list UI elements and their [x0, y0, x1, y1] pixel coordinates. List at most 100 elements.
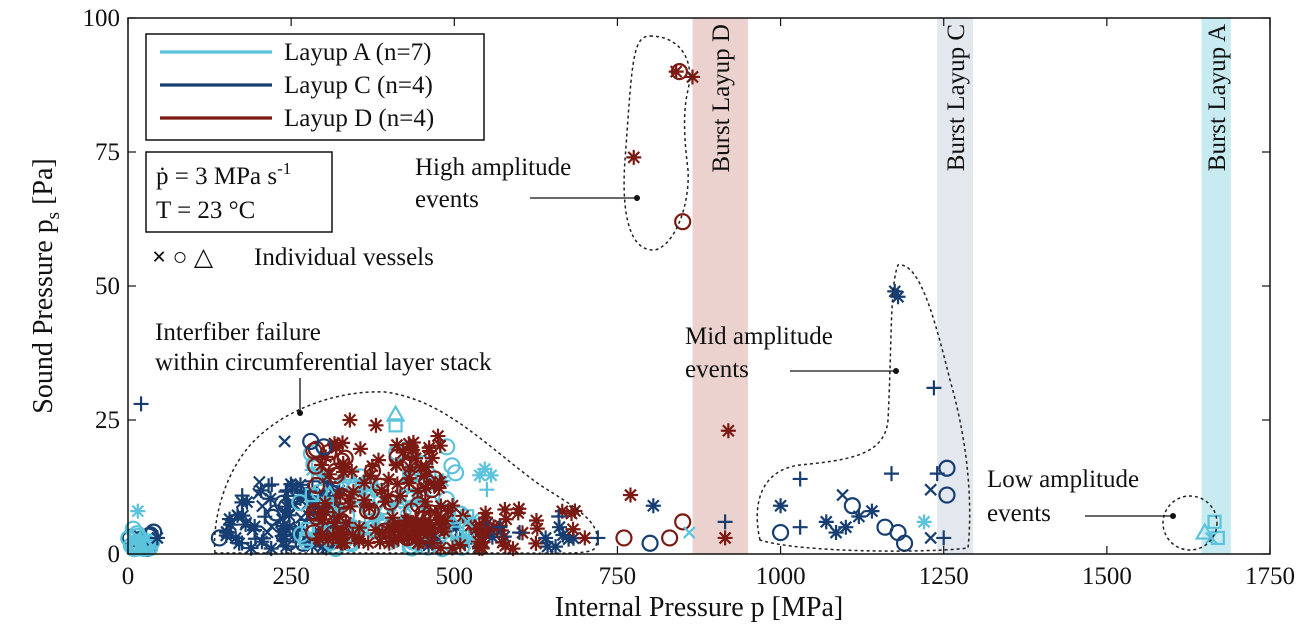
data-point-316 — [372, 534, 388, 550]
data-point-39 — [281, 507, 297, 523]
data-point-349 — [402, 459, 418, 475]
data-point-535 — [936, 530, 952, 546]
data-point-466 — [431, 515, 447, 531]
data-point-48 — [252, 487, 265, 501]
data-point-510 — [551, 508, 567, 524]
data-point-379 — [345, 527, 361, 543]
annotation-high-leader-dot — [634, 195, 640, 201]
data-point-546 — [577, 530, 593, 546]
data-point-223 — [461, 531, 477, 547]
data-point-415 — [403, 502, 421, 520]
data-point-390 — [312, 531, 328, 547]
data-point-543 — [512, 525, 528, 541]
data-point-541 — [1204, 531, 1218, 545]
data-point-528 — [864, 503, 880, 519]
data-point-364 — [356, 475, 372, 491]
data-point-527 — [851, 508, 867, 524]
annotation-mid-leader-dot — [893, 368, 899, 374]
data-point-396 — [356, 492, 372, 508]
data-point-320 — [389, 476, 405, 492]
data-point-233 — [300, 521, 315, 537]
data-point-512 — [130, 503, 146, 519]
annotation-low-line2: events — [987, 500, 1051, 527]
data-point-308 — [318, 449, 334, 465]
axis-ticks: 0 250 500 750 1000 1250 1500 1750 0 25 50 75 100 — [83, 5, 1296, 590]
data-point-365 — [401, 475, 417, 491]
y-tick-label-1: 25 — [95, 407, 120, 434]
data-point-485 — [668, 64, 684, 80]
data-point-523 — [843, 497, 861, 515]
data-point-501 — [368, 417, 384, 433]
data-point-493 — [615, 529, 633, 547]
conditions-box: ṗ = 3 MPa s-1 T = 23 °C — [145, 151, 333, 233]
data-point-317 — [364, 458, 380, 474]
data-point-226 — [313, 467, 329, 483]
data-point-91 — [264, 476, 280, 492]
burst-band-label-0: Burst Layup D — [708, 24, 735, 173]
data-point-476 — [435, 521, 451, 537]
data-point-374 — [381, 471, 397, 487]
data-point-538 — [1207, 514, 1222, 529]
data-point-394 — [360, 535, 376, 551]
data-point-203 — [483, 467, 499, 483]
data-point-294 — [405, 442, 421, 458]
plot-frame — [127, 17, 1271, 555]
data-point-210 — [472, 467, 488, 483]
data-point-542 — [492, 519, 508, 535]
data-point-507 — [427, 476, 443, 492]
annotation-low-line1: Low amplitude — [987, 466, 1139, 493]
data-point-435 — [336, 449, 354, 467]
data-point-389 — [432, 474, 448, 490]
burst-band-1 — [937, 18, 974, 554]
data-point-377 — [409, 520, 425, 536]
data-point-509 — [426, 470, 444, 488]
data-point-462 — [498, 511, 514, 527]
data-point-515 — [926, 380, 942, 396]
data-point-487 — [684, 69, 700, 85]
data-point-342 — [331, 508, 347, 524]
x-tick-label-5: 1250 — [919, 563, 969, 590]
data-point-465 — [497, 502, 513, 518]
data-point-474 — [471, 517, 487, 533]
data-point-436 — [420, 509, 438, 527]
data-point-517 — [884, 466, 900, 482]
annotation-high-line1: High amplitude — [415, 154, 571, 181]
y-axis-title-main: Sound Pressure p — [28, 219, 59, 413]
y-tick-label-0: 0 — [108, 541, 121, 568]
data-point-491 — [622, 487, 638, 503]
data-point-482 — [470, 534, 486, 550]
data-point-454 — [452, 537, 468, 553]
data-point-81 — [247, 522, 263, 538]
data-point-326 — [411, 535, 427, 551]
axis-titles: Internal Pressure p [MPa] Sound Pressure… — [28, 158, 843, 623]
data-point-524 — [773, 498, 789, 514]
y-axis-title-sub: s — [43, 212, 64, 219]
data-point-391 — [328, 440, 344, 456]
data-point-530 — [792, 519, 808, 535]
data-point-418 — [331, 525, 349, 543]
data-point-519 — [938, 486, 956, 504]
data-point-386 — [370, 452, 386, 468]
data-point-387 — [424, 535, 440, 551]
data-point-534 — [916, 514, 932, 530]
y-tick-label-2: 50 — [95, 273, 120, 300]
annotation-high-line2: events — [415, 186, 479, 213]
data-point-526 — [838, 519, 854, 535]
data-point-322 — [413, 459, 429, 475]
data-point-335 — [335, 456, 351, 472]
burst-band-label-2: Burst Layup A — [1204, 24, 1231, 171]
annotation-mid-line2: events — [685, 356, 749, 383]
data-point-315 — [401, 436, 417, 452]
data-point-525 — [818, 514, 834, 530]
data-point-520 — [792, 471, 808, 487]
x-tick-label-1: 250 — [272, 563, 310, 590]
annotation-mid-line1: Mid amplitude — [685, 323, 833, 350]
data-point-132 — [496, 529, 512, 545]
data-point-521 — [924, 483, 937, 496]
data-point-490 — [720, 423, 736, 439]
y-tick-label-4: 100 — [83, 5, 121, 32]
data-point-439 — [363, 462, 382, 480]
legend-label-D: Layup D (n=4) — [284, 105, 434, 132]
x-tick-label-0: 0 — [122, 563, 135, 590]
data-point-440 — [333, 512, 351, 531]
